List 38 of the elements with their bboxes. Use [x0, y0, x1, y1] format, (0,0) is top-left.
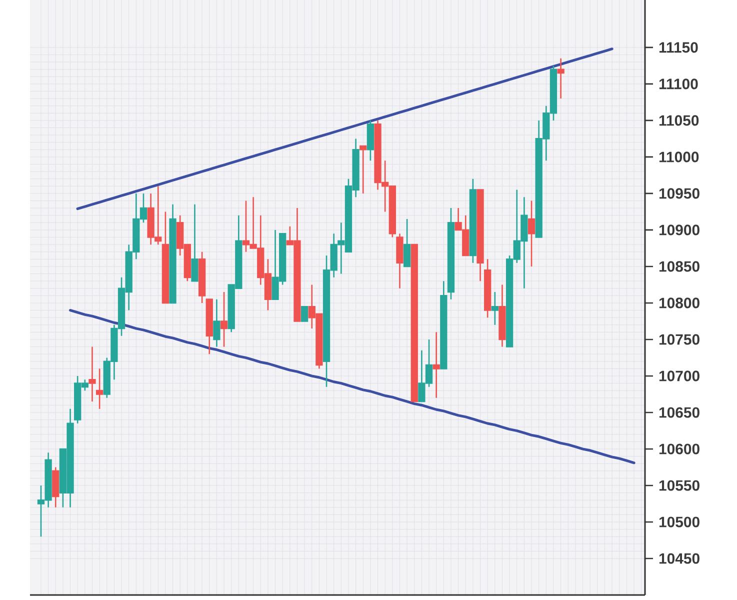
candlestick — [198, 251, 206, 304]
y-tick-label: 10900 — [659, 224, 700, 236]
y-tick-label: 11100 — [659, 78, 698, 90]
candlestick — [300, 306, 308, 322]
y-tick-label: 11050 — [659, 115, 699, 126]
y-tick-label: 11000 — [659, 152, 699, 162]
y-tick-label: 10950 — [659, 188, 700, 199]
candlestick — [191, 204, 198, 282]
candlestick — [440, 280, 448, 370]
candlestick — [206, 298, 213, 355]
candlestick — [469, 178, 477, 264]
candlestick — [410, 244, 418, 402]
y-tick-label: 10800 — [659, 298, 700, 308]
y-tick-label: 10550 — [659, 480, 700, 491]
candlestick — [213, 298, 220, 348]
candlestick — [360, 145, 367, 194]
candlestick — [557, 58, 564, 100]
candlestick — [169, 204, 176, 304]
y-tick-label: 10600 — [659, 444, 700, 454]
candlestick — [447, 207, 455, 300]
candlestick — [528, 200, 536, 268]
candlestick — [366, 120, 374, 162]
candlestick — [396, 232, 404, 290]
y-tick-label: 10650 — [659, 407, 700, 418]
candlestick — [162, 211, 170, 304]
candlestick — [476, 189, 484, 282]
candlestick — [88, 346, 96, 402]
candlestick — [498, 284, 506, 348]
y-tick-label: 10450 — [659, 553, 700, 564]
y-tick-label: 10750 — [659, 334, 700, 345]
y-tick-label: 10500 — [659, 516, 700, 528]
candlestick — [52, 466, 60, 508]
candlestick — [484, 258, 492, 318]
y-tick-label: 10850 — [659, 261, 700, 272]
candlestick — [432, 332, 440, 399]
y-tick-label: 11150 — [659, 42, 698, 53]
candlestick — [403, 218, 411, 268]
y-tick-label: 10700 — [659, 370, 700, 382]
